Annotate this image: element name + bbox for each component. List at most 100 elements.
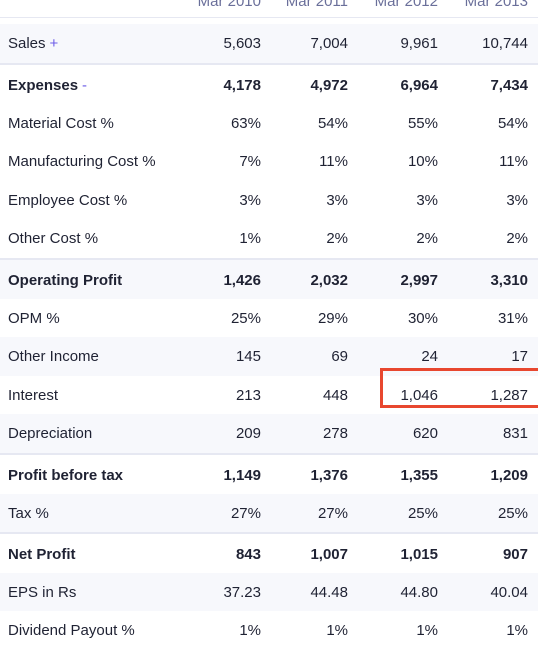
cell: 17 (511, 348, 528, 365)
cell: 620 (412, 425, 438, 442)
cell: 55% (407, 115, 438, 132)
cell: 1,149 (223, 467, 261, 484)
cell: 1,209 (490, 467, 528, 484)
cell: 25% (230, 310, 261, 327)
column-header: Mar 2010 (197, 0, 261, 10)
cell: 3,310 (490, 272, 528, 289)
cell: 2,032 (310, 272, 348, 289)
cell: 4,178 (223, 77, 261, 94)
cell: 1,376 (310, 467, 348, 484)
row-label: Tax % (8, 505, 49, 522)
cell: 31% (497, 310, 528, 327)
cell: 37.23 (223, 584, 261, 601)
row-label: Sales (8, 35, 46, 52)
row-label: Profit before tax (8, 467, 124, 484)
cell: 29% (317, 310, 348, 327)
cell: 2% (416, 230, 438, 247)
table-row: Employee Cost % 3% 3% 3% 3% (0, 181, 538, 219)
row-label: Operating Profit (8, 272, 123, 289)
cell: 1,007 (310, 546, 348, 563)
cell: 1,015 (400, 546, 438, 563)
cell: 209 (235, 425, 261, 442)
cell: 6,964 (400, 77, 438, 94)
cell: 4,972 (310, 77, 348, 94)
cell: 213 (235, 387, 261, 404)
cell: 448 (322, 387, 348, 404)
row-label: Depreciation (8, 425, 93, 442)
cell: 145 (235, 348, 261, 365)
cell: 27% (317, 505, 348, 522)
cell: 1% (239, 230, 261, 247)
cell: 831 (502, 425, 528, 442)
cell: 3% (506, 192, 528, 209)
column-header: Mar 2013 (464, 0, 528, 10)
collapse-minus-icon[interactable]: - (82, 77, 88, 94)
column-header: Mar 2011 (285, 0, 348, 10)
row-label: Expenses (8, 77, 79, 94)
cell: 30% (407, 310, 438, 327)
row-label: Other Cost % (8, 230, 99, 247)
cell: 11% (499, 153, 528, 170)
cell: 10% (407, 153, 438, 170)
row-label: Employee Cost % (8, 192, 128, 209)
cell: 1% (506, 622, 528, 639)
table-row: Profit before tax 1,149 1,376 1,355 1,20… (0, 453, 538, 494)
row-label: Other Income (8, 348, 99, 365)
table-row: EPS in Rs 37.23 44.48 44.80 40.04 (0, 573, 538, 611)
cell: 54% (317, 115, 348, 132)
cell: 3% (239, 192, 261, 209)
expenses-toggle[interactable]: Expenses - (8, 78, 87, 93)
table-row: Dividend Payout % 1% 1% 1% 1% (0, 611, 538, 647)
cell: 40.04 (490, 584, 528, 601)
cell: 1,287 (490, 387, 528, 404)
table-row: Depreciation 209 278 620 831 (0, 414, 538, 453)
cell: 44.48 (310, 584, 348, 601)
table-row-expenses[interactable]: Expenses - 4,178 4,972 6,964 7,434 (0, 63, 538, 104)
cell: 25% (497, 505, 528, 522)
cell: 1,426 (223, 272, 261, 289)
row-label: Net Profit (8, 546, 76, 563)
cell: 3% (416, 192, 438, 209)
cell: 3% (326, 192, 348, 209)
row-label: EPS in Rs (8, 584, 77, 601)
cell: 25% (407, 505, 438, 522)
cell: 1% (326, 622, 348, 639)
column-header: Mar 2012 (374, 0, 438, 10)
cell: 1,355 (400, 467, 438, 484)
row-label: Manufacturing Cost % (8, 153, 156, 170)
cell: 2,997 (400, 272, 438, 289)
cell: 907 (502, 546, 528, 563)
row-label: OPM % (8, 310, 60, 327)
cell: 11% (319, 153, 348, 170)
table-row: Manufacturing Cost % 7% 11% 10% 11% (0, 142, 538, 181)
cell: 278 (322, 425, 348, 442)
table-row: Other Cost % 1% 2% 2% 2% (0, 219, 538, 258)
highlight-box (380, 368, 538, 408)
cell: 24 (421, 348, 438, 365)
cell: 843 (235, 546, 261, 563)
cell: 7% (239, 153, 261, 170)
row-label: Material Cost % (8, 115, 114, 132)
table-row: Operating Profit 1,426 2,032 2,997 3,310 (0, 258, 538, 299)
row-label: Dividend Payout % (8, 622, 135, 639)
table-row: Other Income 145 69 24 17 (0, 337, 538, 376)
table-row: OPM % 25% 29% 30% 31% (0, 299, 538, 337)
table-row: Interest 213 448 1,046 1,287 (0, 376, 538, 414)
cell: 10,744 (482, 35, 528, 52)
cell: 1% (239, 622, 261, 639)
table-row-sales[interactable]: Sales + 5,603 7,004 9,961 10,744 (0, 24, 538, 63)
cell: 44.80 (400, 584, 438, 601)
table-row: Net Profit 843 1,007 1,015 907 (0, 532, 538, 573)
table-row: Material Cost % 63% 54% 55% 54% (0, 104, 538, 142)
cell: 1,046 (400, 387, 438, 404)
cell: 7,004 (310, 35, 348, 52)
expand-plus-icon[interactable]: + (49, 35, 59, 52)
row-label: Interest (8, 387, 59, 404)
cell: 5,603 (223, 35, 261, 52)
cell: 63% (230, 115, 261, 132)
cell: 54% (497, 115, 528, 132)
table-row: Tax % 27% 27% 25% 25% (0, 494, 538, 532)
cell: 69 (331, 348, 348, 365)
sales-toggle[interactable]: Sales + (8, 36, 58, 51)
cell: 2% (326, 230, 348, 247)
